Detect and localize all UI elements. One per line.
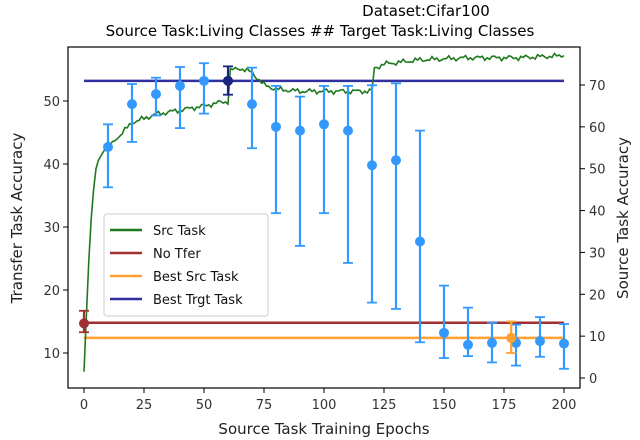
transfer-point <box>463 306 473 358</box>
transfer-point <box>415 129 425 344</box>
chart-subtitle: Source Task:Living Classes ## Target Tas… <box>105 22 535 40</box>
data-point <box>487 337 497 348</box>
transfer-point <box>559 323 569 370</box>
x-tick-label: 200 <box>552 398 577 413</box>
y-tick-label: 20 <box>43 284 60 299</box>
data-point <box>415 236 425 247</box>
legend-label: No Tfer <box>153 247 201 262</box>
transfer-point <box>343 84 353 264</box>
data-point <box>271 121 281 132</box>
transfer-point <box>151 76 161 117</box>
y-right-tick-label: 30 <box>589 246 606 261</box>
x-axis-label: Source Task Training Epochs <box>218 420 429 438</box>
transfer-point <box>199 62 209 115</box>
data-point <box>247 99 257 110</box>
x-tick-label: 100 <box>312 398 337 413</box>
special-point <box>506 320 517 354</box>
x-axis: 0 25 50 75 100 125 150 175 200 <box>80 388 577 413</box>
legend-label: Best Src Task <box>153 270 239 285</box>
y-axis-right-label: Source Task Accuracy <box>614 137 632 299</box>
legend: Src Task No Tfer Best Src Task Best Trgt Ta… <box>103 213 269 317</box>
special-point <box>79 309 89 334</box>
y-tick-label: 10 <box>43 347 60 362</box>
y-right-tick-label: 70 <box>589 79 606 94</box>
transfer-point <box>271 84 281 215</box>
data-point <box>506 332 517 343</box>
y-right-tick-label: 60 <box>589 121 606 136</box>
chart-title: Dataset:Cifar100 <box>362 2 490 20</box>
y-tick-label: 30 <box>43 221 60 236</box>
data-point <box>79 318 89 329</box>
y-right-tick-label: 20 <box>589 288 606 303</box>
transfer-point <box>295 95 305 247</box>
data-point <box>151 89 161 100</box>
data-point <box>127 99 137 110</box>
transfer-point <box>175 66 185 129</box>
transfer-point <box>511 323 521 367</box>
legend-box <box>103 213 269 317</box>
y-axis-left: 10 20 30 40 50 <box>43 95 68 362</box>
data-point <box>439 327 449 338</box>
transfer-point <box>487 321 497 364</box>
data-point <box>391 155 401 166</box>
data-point <box>535 336 545 347</box>
data-point <box>343 125 353 136</box>
data-point <box>319 119 329 130</box>
transfer-point <box>103 123 113 189</box>
data-point <box>103 141 113 152</box>
data-point <box>559 338 569 349</box>
x-tick-label: 25 <box>136 398 153 413</box>
transfer-point <box>127 83 137 143</box>
y-tick-label: 40 <box>43 158 60 173</box>
transfer-point <box>367 84 377 304</box>
transfer-point <box>319 84 329 215</box>
x-tick-label: 175 <box>492 398 517 413</box>
x-tick-label: 0 <box>80 398 88 413</box>
y-axis-right: 0 10 20 30 40 50 60 70 <box>580 79 606 387</box>
data-point <box>463 339 473 350</box>
y-right-tick-label: 40 <box>589 205 606 220</box>
transfer-point <box>391 82 401 310</box>
transfer-point <box>439 284 449 359</box>
transfer-point <box>535 316 545 358</box>
legend-label: Src Task <box>153 224 206 239</box>
x-tick-label: 125 <box>372 398 397 413</box>
legend-label: Best Trgt Task <box>153 293 243 308</box>
special-point <box>223 65 233 96</box>
x-tick-label: 75 <box>256 398 273 413</box>
data-point <box>199 75 209 86</box>
data-point <box>175 80 185 91</box>
x-tick-label: 50 <box>196 398 213 413</box>
transfer-point <box>247 66 257 150</box>
y-right-tick-label: 50 <box>589 163 606 178</box>
x-tick-label: 150 <box>432 398 457 413</box>
y-axis-label: Transfer Task Accuracy <box>8 133 26 305</box>
y-right-tick-label: 0 <box>589 372 597 387</box>
data-point <box>295 125 305 136</box>
data-point <box>223 75 233 86</box>
data-point <box>367 160 377 171</box>
y-tick-label: 50 <box>43 95 60 110</box>
y-right-tick-label: 10 <box>589 330 606 345</box>
